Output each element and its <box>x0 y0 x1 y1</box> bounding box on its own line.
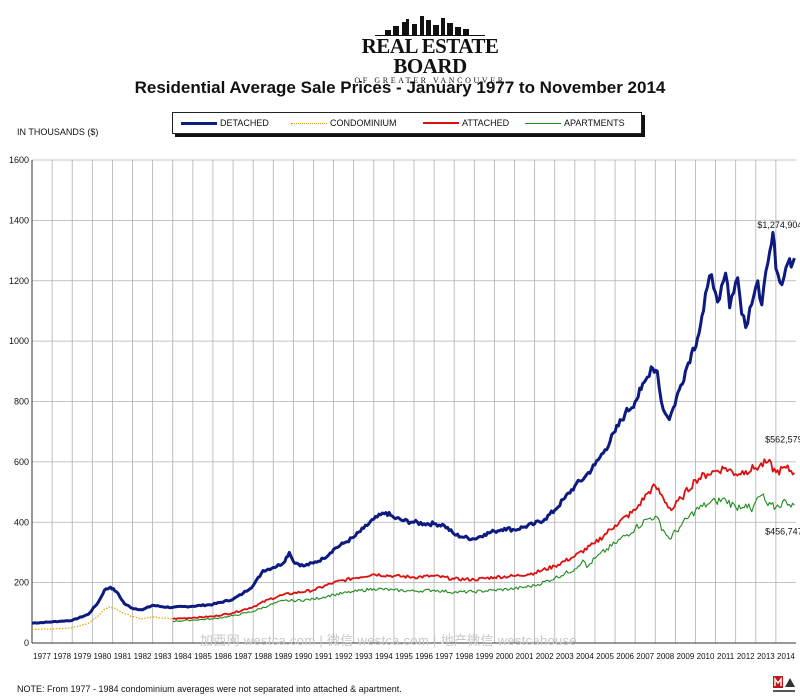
legend-swatch-apartments <box>525 122 561 124</box>
x-tick-label: 2000 <box>496 652 514 661</box>
x-tick-label: 1982 <box>134 652 152 661</box>
legend-label-detached: DETACHED <box>220 118 269 128</box>
y-tick-label: 1200 <box>9 276 29 286</box>
legend-label-apartments: APARTMENTS <box>564 118 625 128</box>
x-tick-label: 2010 <box>697 652 715 661</box>
chart-legend: DETACHED CONDOMINIUM ATTACHED APARTMENTS <box>172 112 642 134</box>
x-tick-label: 1998 <box>455 652 473 661</box>
x-tick-label: 1981 <box>114 652 132 661</box>
logo-subtitle: OF GREATER VANCOUVER <box>354 76 506 85</box>
x-tick-label: 1995 <box>395 652 413 661</box>
x-tick-label: 1996 <box>415 652 433 661</box>
legend-item-attached: ATTACHED <box>423 118 509 128</box>
x-tick-label: 2003 <box>556 652 574 661</box>
x-tick-label: 1989 <box>274 652 292 661</box>
legend-swatch-detached <box>181 121 217 125</box>
x-tick-label: 1988 <box>254 652 272 661</box>
value-annotation: $456,747 <box>765 526 800 536</box>
x-tick-label: 1999 <box>475 652 493 661</box>
legend-item-condominium: CONDOMINIUM <box>291 118 397 128</box>
legend-item-detached: DETACHED <box>181 118 269 128</box>
x-tick-label: 1985 <box>194 652 212 661</box>
x-tick-label: 2007 <box>636 652 654 661</box>
legend-label-attached: ATTACHED <box>462 118 510 128</box>
x-tick-label: 1997 <box>435 652 453 661</box>
x-tick-label: 2002 <box>536 652 554 661</box>
x-tick-label: 2009 <box>677 652 695 661</box>
x-tick-label: 2001 <box>516 652 534 661</box>
y-axis-units-label: IN THOUSANDS ($) <box>17 127 99 137</box>
y-tick-label: 400 <box>14 517 29 527</box>
x-tick-label: 2005 <box>596 652 614 661</box>
x-tick-label: 2008 <box>656 652 674 661</box>
x-tick-label: 1990 <box>295 652 313 661</box>
x-tick-label: 1983 <box>154 652 172 661</box>
legend-swatch-attached <box>423 122 459 124</box>
y-tick-label: 1400 <box>9 215 29 225</box>
x-tick-label: 1984 <box>174 652 192 661</box>
footnote: NOTE: From 1977 - 1984 condominium avera… <box>17 684 402 694</box>
x-tick-label: 1994 <box>375 652 393 661</box>
x-tick-label: 1992 <box>335 652 353 661</box>
chart-title: Residential Average Sale Prices - Januar… <box>134 78 666 97</box>
x-tick-label: 2012 <box>737 652 755 661</box>
x-tick-label: 1986 <box>214 652 232 661</box>
legend-label-condominium: CONDOMINIUM <box>330 118 397 128</box>
skyline-icon <box>375 16 485 36</box>
mls-icon <box>773 676 795 692</box>
legend-item-apartments: APARTMENTS <box>525 118 625 128</box>
x-tick-label: 1979 <box>73 652 91 661</box>
y-tick-label: 200 <box>14 578 29 588</box>
mls-logo <box>773 675 795 693</box>
x-tick-label: 2006 <box>616 652 634 661</box>
board-logo: REAL ESTATE BOARD OF GREATER VANCOUVER <box>330 14 530 85</box>
watermark-text: 加西网 westca.com | 微信 westca.com | 地产微信 we… <box>200 633 577 648</box>
x-tick-label: 1978 <box>53 652 71 661</box>
series-line-attached <box>172 458 795 620</box>
y-tick-label: 0 <box>24 638 29 648</box>
value-annotation: $562,579 <box>765 434 800 444</box>
series-line-condominium <box>31 606 173 631</box>
x-tick-label: 1987 <box>234 652 252 661</box>
x-tick-label: 2014 <box>777 652 795 661</box>
x-tick-label: 1991 <box>315 652 333 661</box>
y-tick-label: 800 <box>14 397 29 407</box>
y-tick-label: 1000 <box>9 336 29 346</box>
x-tick-label: 2013 <box>757 652 775 661</box>
series-line-apartments <box>172 493 795 623</box>
x-tick-label: 2004 <box>576 652 594 661</box>
y-tick-label: 600 <box>14 457 29 467</box>
y-tick-label: 1600 <box>9 155 29 165</box>
x-tick-label: 2011 <box>717 652 735 661</box>
x-tick-label: 1993 <box>355 652 373 661</box>
logo-title: REAL ESTATE BOARD <box>361 34 499 78</box>
x-tick-label: 1977 <box>33 652 51 661</box>
value-annotation: $1,274,904 <box>757 220 800 230</box>
series-line-detached <box>31 230 796 625</box>
x-tick-label: 1980 <box>93 652 111 661</box>
legend-swatch-condominium <box>291 122 327 124</box>
